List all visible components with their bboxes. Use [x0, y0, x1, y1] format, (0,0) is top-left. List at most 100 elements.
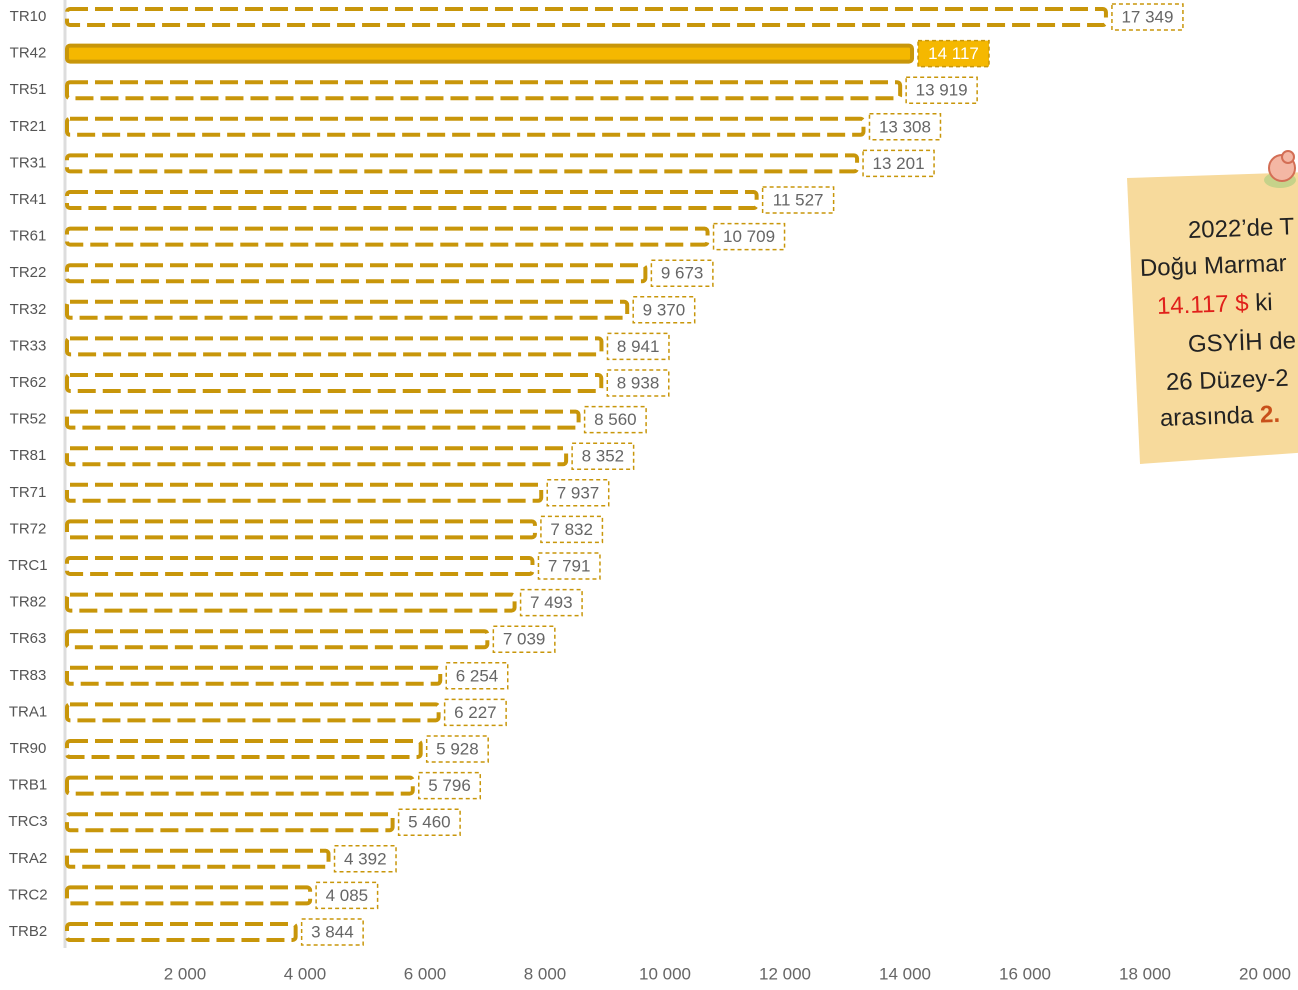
value-label-box — [712, 222, 786, 251]
value-label-box — [300, 918, 364, 946]
value-label-box — [540, 515, 604, 544]
x-tick-label: 4 000 — [284, 964, 327, 983]
value-label: 5 460 — [408, 813, 451, 832]
value-label: 11 527 — [773, 190, 824, 209]
value-label: 9 370 — [643, 300, 686, 319]
bar — [65, 848, 331, 869]
note-text: GSYİH de — [1187, 328, 1296, 359]
y-tick-label: TR22 — [10, 264, 47, 281]
y-tick-label: TR81 — [10, 447, 47, 464]
value-label-box — [650, 259, 714, 287]
y-tick-label: TRA1 — [9, 703, 47, 720]
note-text: 26 Düzey-2 — [1165, 365, 1289, 396]
bar — [65, 702, 441, 723]
x-tick-label: 16 000 — [999, 964, 1051, 983]
value-label-box — [546, 479, 610, 507]
y-tick-label: TRB1 — [9, 777, 47, 794]
value-label: 13 201 — [873, 154, 925, 173]
x-tick-label: 2 000 — [164, 964, 207, 983]
value-label: 17 349 — [1121, 7, 1173, 26]
value-label-box — [606, 332, 670, 361]
y-tick-label: TR33 — [10, 337, 47, 354]
note-text: 2. — [1260, 401, 1281, 429]
bar — [65, 775, 415, 796]
pin — [1264, 150, 1296, 188]
value-label-box — [868, 113, 942, 141]
value-label: 7 791 — [548, 556, 591, 575]
bar — [65, 739, 423, 759]
y-tick-label: TR63 — [10, 630, 47, 647]
value-label-box — [905, 76, 978, 104]
bar — [65, 373, 604, 393]
value-label-box — [492, 625, 556, 653]
y-tick-label: TR41 — [10, 191, 47, 208]
bar — [65, 263, 648, 284]
bar — [65, 446, 569, 467]
bar — [65, 299, 630, 320]
y-tick-label: TR61 — [10, 228, 47, 245]
bar — [65, 80, 903, 101]
bar — [65, 336, 604, 357]
y-tick-label: TRC2 — [8, 886, 47, 903]
x-tick-label: 20 000 — [1239, 964, 1291, 983]
y-tick-label: TRC3 — [8, 813, 47, 830]
value-label: 4 085 — [326, 886, 369, 905]
note-text: Doğu Marmar — [1139, 250, 1287, 282]
value-label: 7 493 — [530, 593, 573, 612]
y-tick-label: TR82 — [10, 594, 47, 611]
x-tick-label: 6 000 — [404, 964, 447, 983]
x-tick-label: 18 000 — [1119, 964, 1171, 983]
note-line: GSYİH de — [1187, 328, 1296, 359]
note-text: 2022’de T — [1187, 214, 1295, 245]
value-label: 8 560 — [594, 410, 637, 429]
bar — [65, 885, 313, 906]
y-tick-label: TR71 — [10, 484, 47, 501]
y-tick-label: TR51 — [10, 81, 47, 98]
y-tick-label: TRA2 — [9, 850, 47, 867]
bar — [65, 665, 443, 686]
value-label-box — [397, 808, 461, 836]
note-line: 26 Düzey-2 — [1165, 365, 1289, 396]
y-tick-label: TR10 — [10, 8, 47, 25]
bar — [65, 556, 535, 576]
value-label: 7 039 — [503, 630, 546, 649]
bar — [65, 409, 581, 430]
value-label: 8 352 — [582, 447, 625, 466]
value-label: 9 673 — [661, 264, 704, 283]
value-label: 13 919 — [916, 81, 968, 100]
value-label-box — [333, 845, 397, 873]
value-label-box — [606, 369, 670, 397]
value-label: 7 937 — [557, 483, 600, 502]
value-label: 4 392 — [344, 849, 387, 868]
value-label-box — [443, 698, 507, 727]
bar — [65, 226, 710, 247]
note-line: arasında 2. — [1159, 401, 1280, 432]
y-tick-label: TR90 — [10, 740, 47, 757]
x-tick-label: 10 000 — [639, 964, 691, 983]
note-text: arasında — [1159, 402, 1260, 432]
bar — [65, 592, 517, 613]
value-label: 5 796 — [428, 776, 471, 795]
value-label: 13 308 — [879, 117, 931, 136]
bar — [65, 519, 537, 540]
value-label-box — [425, 735, 489, 763]
note-text: 14.117 $ — [1156, 290, 1249, 320]
bar — [65, 482, 544, 503]
value-label-box — [445, 662, 509, 690]
y-tick-label: TR21 — [10, 118, 47, 135]
note-line: 2022’de T — [1187, 214, 1295, 245]
value-label: 14 117 — [928, 44, 979, 63]
value-label-box — [418, 771, 482, 800]
bar — [65, 116, 866, 137]
y-tick-label: TR52 — [10, 411, 47, 428]
value-label-box — [583, 405, 647, 434]
sticky-note — [1127, 172, 1298, 464]
bar — [65, 153, 860, 174]
note-line: Doğu Marmar — [1139, 250, 1287, 282]
y-tick-label: TRB2 — [9, 923, 47, 940]
y-tick-label: TR83 — [10, 667, 47, 684]
value-label: 6 227 — [454, 703, 497, 722]
y-tick-label: TR62 — [10, 374, 47, 391]
value-label-box — [917, 39, 990, 68]
